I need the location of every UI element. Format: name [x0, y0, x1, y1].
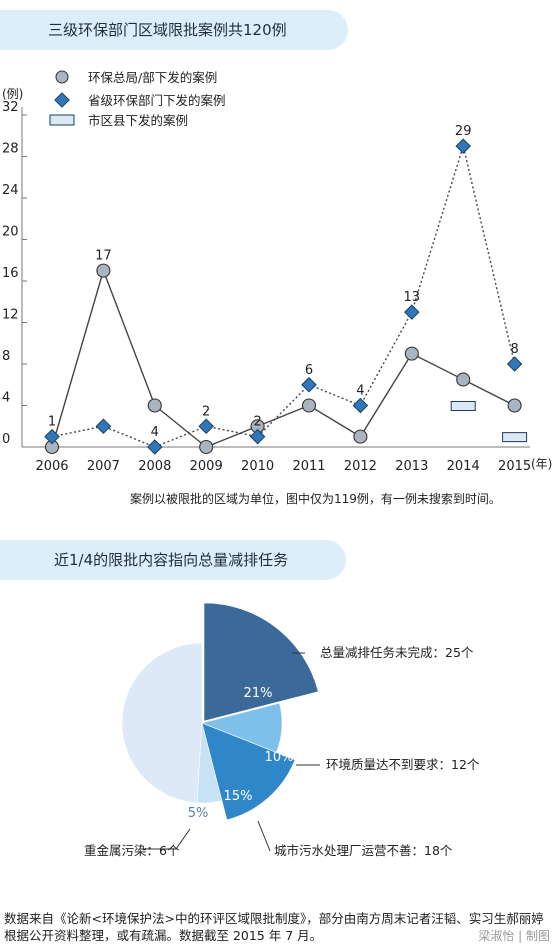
section2-title: 近1/4的限批内容指向总量减排任务: [54, 551, 289, 569]
data-label: 17: [95, 249, 112, 264]
x-axis-label: (年): [531, 457, 552, 471]
legend-label: 环保总局/部下发的案例: [88, 70, 217, 85]
ministry-point: [456, 372, 471, 387]
y-tick-label: 4: [2, 391, 10, 406]
provincial-point: [352, 397, 369, 414]
x-tick-label: 2006: [35, 459, 68, 474]
ministry-point: [301, 398, 317, 413]
legend-marker-diamond: [54, 92, 70, 108]
legend-marker-circle: [55, 70, 69, 84]
ministry-point: [404, 346, 419, 361]
data-label: 2: [202, 404, 210, 419]
x-tick-label: 2015: [498, 459, 531, 474]
series-line-provincial: [51, 143, 516, 448]
ministry-point: [507, 398, 522, 413]
pie-pct-label: 15%: [224, 789, 253, 804]
y-tick-label: 16: [2, 266, 19, 281]
y-tick-label: 24: [2, 183, 19, 198]
pie-callout-line: [140, 828, 191, 850]
series-line-ministry: [51, 268, 515, 448]
ministry-point: [96, 263, 111, 278]
chart-footnote: 案例以被限批的区域为单位，图中仅为119例，有一例未搜索到时间。: [130, 492, 501, 506]
x-tick-label: 2010: [241, 459, 274, 474]
x-tick-label: 2014: [447, 459, 480, 474]
legend-label: 省级环保部门下发的案例: [88, 93, 226, 108]
y-tick-label: 28: [2, 142, 19, 157]
provincial-point: [147, 439, 163, 455]
y-tick-label: 20: [2, 225, 19, 240]
provincial-point: [404, 304, 420, 320]
x-tick-label: 2013: [395, 459, 428, 474]
provincial-point: [198, 418, 214, 435]
credit-text: 梁淑怡 | 制图: [478, 929, 550, 943]
pie-chart: 21% 10% 15% 5% 总量减排任务未完成：25个环境质量达不到要求：12个城市污…: [84, 602, 480, 858]
pie-pct-label: 10%: [265, 750, 294, 765]
section1-header-bar: [0, 10, 348, 50]
pie-slice-env-quality: [201, 702, 283, 753]
data-label: 13: [404, 290, 421, 305]
source-text: 数据来自《论新<环境保护法>中的环评区域限批制度》，部分由南方周末记者汪韬、实习…: [4, 911, 544, 943]
section2-header-bar: [0, 540, 346, 580]
provincial-point: [506, 356, 523, 372]
x-tick-label: 2012: [344, 459, 377, 474]
y-tick-label: 12: [2, 308, 19, 323]
y-axis-label: (例): [2, 87, 23, 101]
pie-callout-label: 重金属污染：6个: [84, 843, 180, 858]
x-tick-label: 2011: [292, 459, 325, 474]
pie-pct-label: 21%: [244, 686, 273, 701]
data-label: 4: [356, 384, 364, 399]
pie-slice-sewage: [201, 722, 296, 821]
ministry-point: [199, 439, 214, 455]
provincial-point: [301, 376, 317, 393]
legend-label: 市区县下发的案例: [88, 113, 188, 128]
y-tick-label: 0: [2, 432, 10, 447]
provincial-point: [95, 418, 112, 435]
ministry-point: [147, 398, 162, 413]
data-label: 1: [48, 415, 56, 430]
data-label: 4: [151, 425, 159, 440]
x-tick-label: 2007: [87, 459, 120, 474]
data-label: 6: [305, 363, 313, 378]
pie-callout-label: 城市污水处理厂运营不善：18个: [274, 843, 453, 858]
y-tick-label: 32: [2, 100, 19, 115]
legend-marker-rect: [49, 114, 75, 126]
pie-callout-line: [257, 820, 271, 852]
provincial-point: [455, 138, 471, 154]
county-point: [502, 432, 528, 443]
y-tick-label: 8: [2, 349, 10, 364]
county-point: [450, 401, 476, 411]
data-label: 2: [253, 415, 261, 430]
data-label: 29: [455, 124, 472, 139]
provincial-point: [44, 428, 60, 445]
data-label: 8: [510, 342, 518, 357]
pie-callout-label: 环境质量达不到要求：12个: [326, 757, 480, 772]
pie-slice-other: [121, 642, 203, 804]
x-tick-label: 2009: [190, 459, 223, 474]
ministry-point: [353, 429, 368, 444]
section1-title: 三级环保部门区域限批案例共120例: [48, 21, 287, 39]
pie-callout-label: 总量减排任务未完成：25个: [320, 645, 474, 660]
pie-pct-label: 5%: [188, 806, 209, 821]
pie-slice-emission: [203, 602, 319, 722]
provincial-point: [249, 428, 266, 445]
x-tick-label: 2008: [138, 459, 171, 474]
